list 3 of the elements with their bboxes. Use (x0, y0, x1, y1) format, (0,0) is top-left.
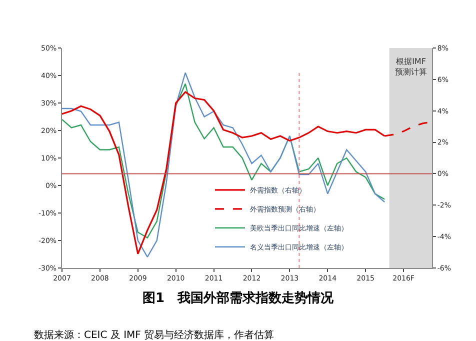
source-note: 数据来源：CEIC 及 IMF 贸易与经济数据库，作者估算 (34, 329, 274, 341)
band-label: 根据IMF 预测计算 (395, 57, 427, 76)
text: 图1 我国外部需求指数走势情况 (142, 290, 335, 306)
